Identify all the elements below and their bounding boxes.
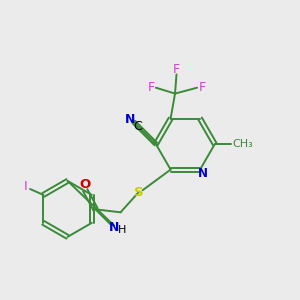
Text: CH₃: CH₃ [232,139,253,149]
Text: N: N [109,220,119,233]
Text: C: C [133,120,142,133]
Text: H: H [118,225,126,235]
Text: F: F [198,81,206,94]
Text: S: S [134,186,144,199]
Text: O: O [79,178,90,191]
Text: N: N [198,167,208,180]
Text: N: N [124,113,135,126]
Text: I: I [24,180,28,193]
Text: F: F [173,63,180,76]
Text: F: F [148,81,155,94]
